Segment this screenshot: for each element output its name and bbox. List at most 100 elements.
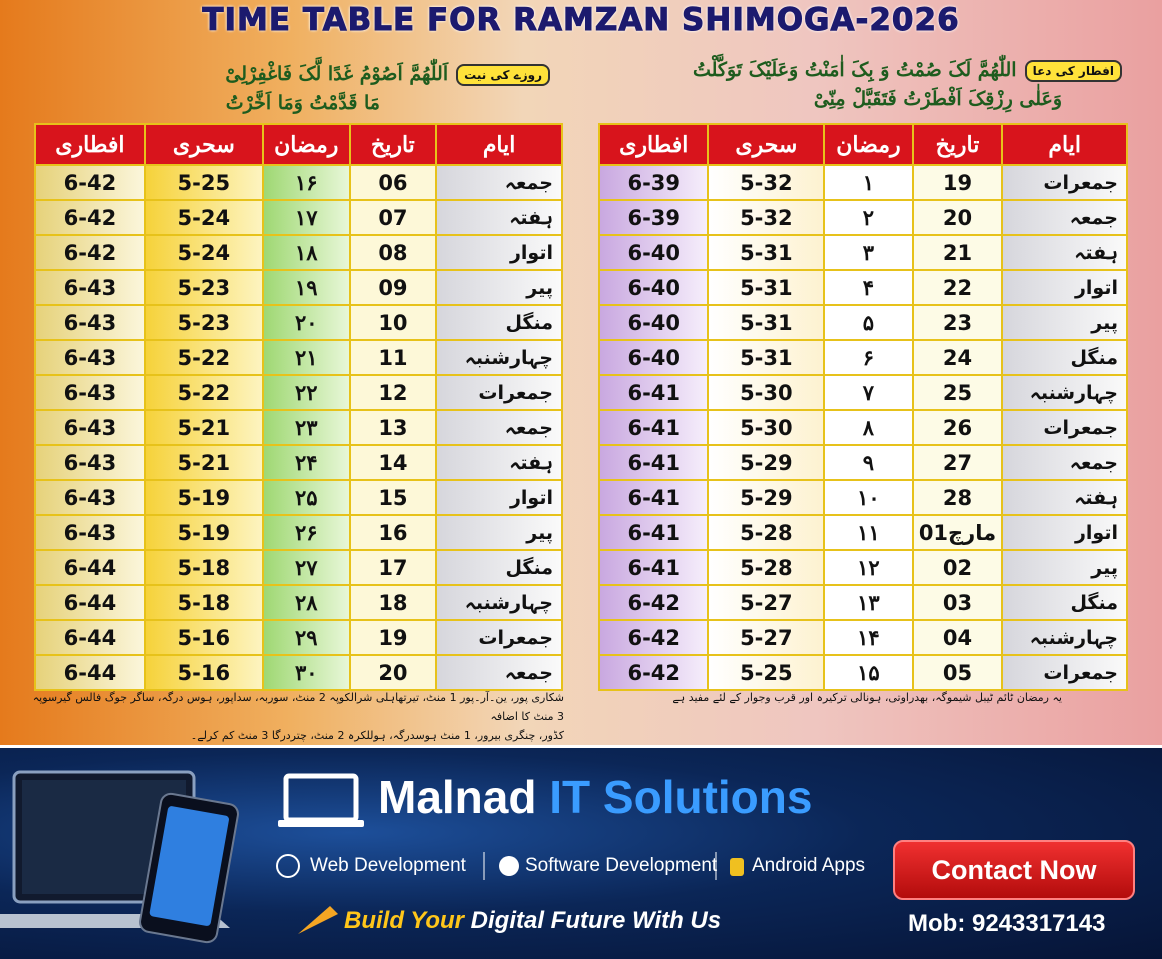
day-cell: ہفتہ: [435, 444, 563, 481]
header-row: ایام تاریخ رمضان سحری افطاری: [34, 123, 563, 166]
cell: 15: [348, 479, 438, 516]
day-cell: جمعرات: [435, 374, 563, 411]
cell: ۲۱: [261, 339, 351, 376]
row: ہفتہ 14 ۲۴ 5-21 6-43: [34, 444, 563, 481]
cell: 6-43: [34, 409, 146, 446]
cell: ۲۲: [261, 374, 351, 411]
row: چہارشنبہ 11 ۲۱ 5-22 6-43: [34, 339, 563, 376]
column-header: رمضان: [261, 123, 351, 166]
cell: 5-32: [707, 164, 826, 201]
cell: ۲۳: [261, 409, 351, 446]
cell: ۱۶: [261, 164, 351, 201]
cell: 6-43: [34, 444, 146, 481]
cell: 6-44: [34, 654, 146, 691]
cell: 6-44: [34, 549, 146, 586]
day-cell: جمعرات: [435, 619, 563, 656]
day-cell: منگل: [1001, 339, 1128, 376]
note-left: شکاری پور، ین۔آر۔پور 1 منٹ، تیرتھاہلی شر…: [24, 688, 564, 745]
phone-screen: [149, 806, 229, 926]
cell: 6-41: [597, 514, 710, 551]
row: منگل 10 ۲۰ 5-23 6-43: [34, 304, 563, 341]
row: جمعرات 26 ۸ 5-30 6-41: [597, 409, 1128, 446]
cell: 5-22: [143, 374, 264, 411]
cell: ۲۴: [261, 444, 351, 481]
cell: 14: [348, 444, 438, 481]
cell: 5-25: [707, 654, 826, 691]
iftar-dua: افطار کی دعا اللّٰھُمَّ لَکَ صُمْتُ وَ بِ…: [602, 56, 1122, 114]
cell: 6-40: [597, 269, 710, 306]
cell: ۸: [823, 409, 914, 446]
cell: ۱۸: [261, 234, 351, 271]
banner: Malnad IT Solutions Web Development Soft…: [0, 748, 1162, 959]
cell: 5-27: [707, 619, 826, 656]
cell: 5-22: [143, 339, 264, 376]
row: ہفتہ 21 ۳ 5-31 6-40: [597, 234, 1128, 271]
dua-line: روزے کی نیت اَللّٰھُمَّ اَصُوْمُ غَدًا لَ…: [30, 60, 550, 89]
cell: 5-16: [143, 654, 264, 691]
cell: 07: [348, 199, 438, 236]
cell: 5-31: [707, 269, 826, 306]
row: جمعرات 19 ۲۹ 5-16 6-44: [34, 619, 563, 656]
cell: 20: [911, 199, 1004, 236]
brand-main: Malnad: [378, 771, 537, 823]
cell: 6-41: [597, 549, 710, 586]
note-right: یہ رمضان ٹائم ٹیبل شیموگہ، بھدراوتی، ہون…: [562, 688, 1062, 707]
cell: 5-16: [143, 619, 264, 656]
cell: 25: [911, 374, 1004, 411]
cell: 5-28: [707, 514, 826, 551]
day-cell: منگل: [435, 304, 563, 341]
cell: 5-31: [707, 304, 826, 341]
row: منگل 24 ۶ 5-31 6-40: [597, 339, 1128, 376]
cell: ۹: [823, 444, 914, 481]
day-cell: ہفتہ: [1001, 479, 1128, 516]
row: پیر 02 ۱۲ 5-28 6-41: [597, 549, 1128, 586]
cell: ۱۱: [823, 514, 914, 551]
service: Web Development: [310, 855, 466, 876]
contact-button[interactable]: Contact Now: [893, 840, 1135, 900]
row: جمعرات 05 ۱۵ 5-25 6-42: [597, 654, 1128, 691]
cell: 5-19: [143, 479, 264, 516]
row: اتوار 15 ۲۵ 5-19 6-43: [34, 479, 563, 516]
column-header: ایام: [435, 123, 563, 166]
day-cell: جمعہ: [435, 654, 563, 691]
cell: 5-30: [707, 374, 826, 411]
cell: 26: [911, 409, 1004, 446]
cell: 17: [348, 549, 438, 586]
column-header: افطاری: [34, 123, 146, 166]
dua-line: مَا قَدَّمْتُ وَمَا اَخَّرْتُ: [225, 92, 380, 114]
column-header: تاریخ: [911, 123, 1004, 166]
cell: ۱۳: [823, 584, 914, 621]
day-cell: جمعرات: [1001, 409, 1128, 446]
cell: 6-43: [34, 269, 146, 306]
row: چہارشنبہ 18 ۲۸ 5-18 6-44: [34, 584, 563, 621]
cell: 23: [911, 304, 1004, 341]
gear-icon: [499, 856, 519, 876]
day-cell: جمعرات: [1001, 164, 1128, 201]
cell: 5-27: [707, 584, 826, 621]
day-cell: ہفتہ: [435, 199, 563, 236]
cell: ۱: [823, 164, 914, 201]
cell: ۲۰: [261, 304, 351, 341]
cell: 5-19: [143, 514, 264, 551]
cell: ۲۶: [261, 514, 351, 551]
day-cell: اتوار: [435, 234, 563, 271]
cell: 24: [911, 339, 1004, 376]
cell: 16: [348, 514, 438, 551]
cell: 5-24: [143, 199, 264, 236]
poster: TIME TABLE FOR RAMZAN SHIMOGA-2026 افطار…: [0, 0, 1162, 745]
row: چہارشنبہ 04 ۱۴ 5-27 6-42: [597, 619, 1128, 656]
cell: 6-44: [34, 619, 146, 656]
cell: 19: [348, 619, 438, 656]
dua-line: افطار کی دعا اللّٰھُمَّ لَکَ صُمْتُ وَ بِ…: [602, 56, 1122, 85]
cell: ۳: [823, 234, 914, 271]
row: منگل 03 ۱۳ 5-27 6-42: [597, 584, 1128, 621]
cell: 5-18: [143, 584, 264, 621]
cell: 6-42: [34, 164, 146, 201]
cell: 5-21: [143, 444, 264, 481]
day-cell: پیر: [1001, 549, 1128, 586]
cell: ۲۷: [261, 549, 351, 586]
cell: 04: [911, 619, 1004, 656]
brand: Malnad IT Solutions: [378, 770, 812, 824]
note-line: شکاری پور، ین۔آر۔پور 1 منٹ، تیرتھاہلی شر…: [32, 691, 564, 723]
